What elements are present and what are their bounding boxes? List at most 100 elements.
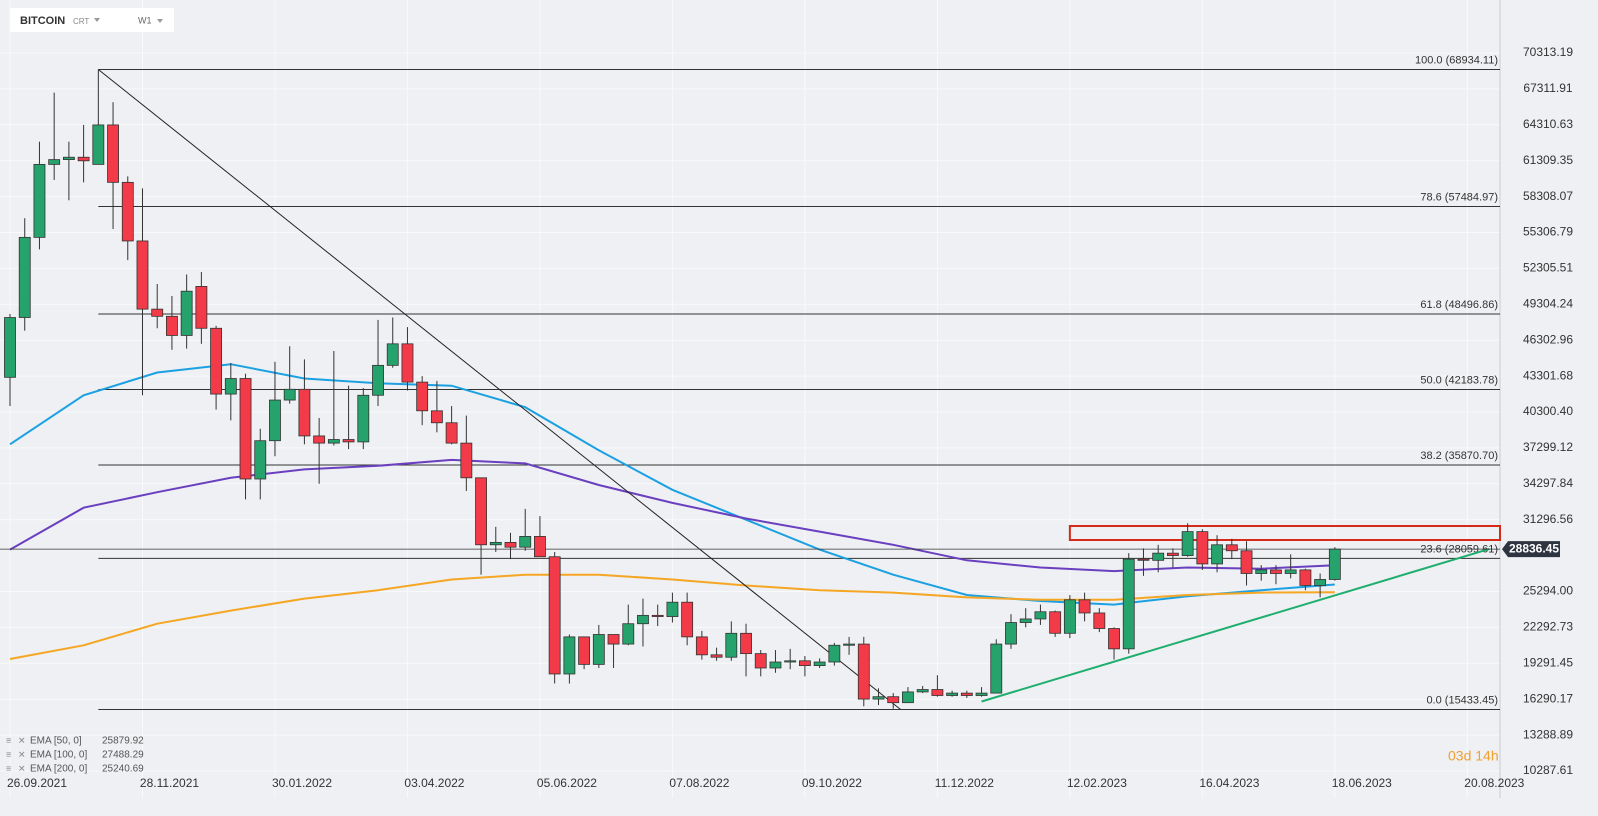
candle-body — [651, 614, 664, 617]
candle-body — [637, 614, 649, 625]
candle-body — [1225, 544, 1238, 552]
trendline — [981, 548, 1490, 703]
candle-body — [77, 156, 90, 162]
legend-icon: ≡ — [6, 763, 11, 773]
symbol: BITCOIN — [20, 15, 65, 27]
candle-body — [1137, 558, 1150, 561]
candle-body — [298, 388, 311, 437]
x-tick-label: 20.08.2023 — [1464, 776, 1524, 790]
legend-remove[interactable]: ✕ — [18, 735, 26, 745]
candle-body — [1078, 599, 1091, 614]
candle-body — [1005, 622, 1017, 645]
legend-name: EMA [200, 0] — [30, 764, 87, 775]
legend-name: EMA [100, 0] — [30, 750, 87, 761]
candle-body — [710, 654, 723, 658]
y-tick-label: 40300.40 — [1523, 404, 1573, 418]
candle-body — [872, 696, 885, 700]
candle-body — [4, 317, 16, 378]
y-tick-label: 31296.56 — [1523, 512, 1573, 526]
candle-body — [327, 439, 340, 444]
x-tick-label: 30.01.2022 — [272, 776, 332, 790]
candle-body — [357, 394, 370, 443]
candle-body — [1063, 599, 1076, 634]
legend-icon: ≡ — [6, 735, 11, 745]
candle-body — [48, 159, 61, 165]
candle-body — [592, 634, 605, 665]
candle-body — [195, 286, 208, 329]
candle-body — [843, 643, 855, 646]
x-tick-label: 11.12.2022 — [935, 776, 994, 790]
candle-body — [239, 378, 252, 480]
x-tick-label: 12.02.2023 — [1067, 776, 1127, 790]
candle-body — [1019, 618, 1032, 623]
legend-icon: ≡ — [6, 749, 11, 759]
candle-body — [1108, 628, 1120, 650]
candle-body — [1299, 569, 1312, 586]
symbol-tag: CRT — [73, 17, 89, 26]
price-tag — [1502, 541, 1560, 558]
ema-line — [9, 458, 1335, 573]
candle-body — [224, 378, 237, 395]
y-tick-label: 43301.68 — [1523, 368, 1573, 382]
candle-body — [460, 442, 473, 479]
fib-label: 100.0 (68934.11) — [1415, 54, 1498, 66]
x-tick-label: 16.04.2023 — [1199, 776, 1259, 790]
candle-body — [828, 644, 841, 663]
candle-body — [1152, 552, 1165, 561]
candle-body — [1181, 531, 1194, 556]
y-tick-label: 49304.24 — [1523, 296, 1573, 310]
candle-body — [990, 643, 1003, 694]
candle-body — [695, 636, 708, 656]
candle-body — [769, 661, 782, 669]
fib-label: 38.2 (35870.70) — [1420, 450, 1498, 462]
candle-body — [784, 660, 797, 663]
candle-body — [1122, 558, 1135, 650]
trendline — [98, 69, 901, 710]
candle-body — [548, 556, 561, 675]
candle-body — [754, 653, 767, 669]
y-tick-label: 25294.00 — [1523, 584, 1573, 598]
y-tick-label: 19291.45 — [1523, 655, 1573, 669]
interval[interactable]: W1 — [138, 15, 152, 25]
candle-body — [975, 692, 988, 696]
candle-body — [1034, 611, 1047, 620]
candle-body — [534, 536, 546, 558]
dropdown-arrow[interactable] — [157, 19, 163, 23]
candle-body — [151, 308, 164, 317]
candle-body — [1255, 569, 1268, 574]
y-tick-label: 10287.61 — [1523, 763, 1573, 777]
candle-body — [931, 689, 944, 696]
candle-body — [445, 422, 458, 444]
legend-remove[interactable]: ✕ — [18, 763, 26, 773]
y-tick-label: 64310.63 — [1523, 117, 1573, 131]
candle-body — [1314, 579, 1327, 586]
candle-body — [489, 541, 502, 546]
candle-body — [283, 388, 296, 401]
y-tick-label: 67311.91 — [1523, 81, 1572, 95]
candle-body — [1166, 552, 1179, 556]
candle-body — [1093, 612, 1106, 629]
x-tick-label: 28.11.2021 — [140, 776, 199, 790]
fib-label: 0.0 (15433.45) — [1426, 694, 1498, 706]
x-tick-label: 05.06.2022 — [537, 776, 597, 790]
candle-body — [607, 634, 620, 645]
candle-body — [430, 410, 443, 424]
x-tick-label: 07.08.2022 — [669, 776, 729, 790]
y-tick-label: 61309.35 — [1523, 153, 1573, 167]
candle-body — [740, 632, 752, 655]
legend-remove[interactable]: ✕ — [18, 749, 26, 759]
symbol-box[interactable] — [10, 8, 174, 32]
candle-body — [92, 124, 105, 165]
fib-label: 50.0 (42183.78) — [1420, 374, 1498, 386]
candle-body — [136, 240, 149, 310]
candle-body — [578, 636, 591, 665]
x-tick-label: 09.10.2022 — [802, 776, 862, 790]
dropdown-arrow[interactable] — [94, 18, 100, 22]
fib-label: 61.8 (48496.86) — [1420, 299, 1498, 311]
candle-body — [916, 689, 929, 693]
candle-body — [504, 541, 517, 548]
candle-body — [1270, 569, 1282, 574]
ema-line — [9, 573, 1335, 660]
